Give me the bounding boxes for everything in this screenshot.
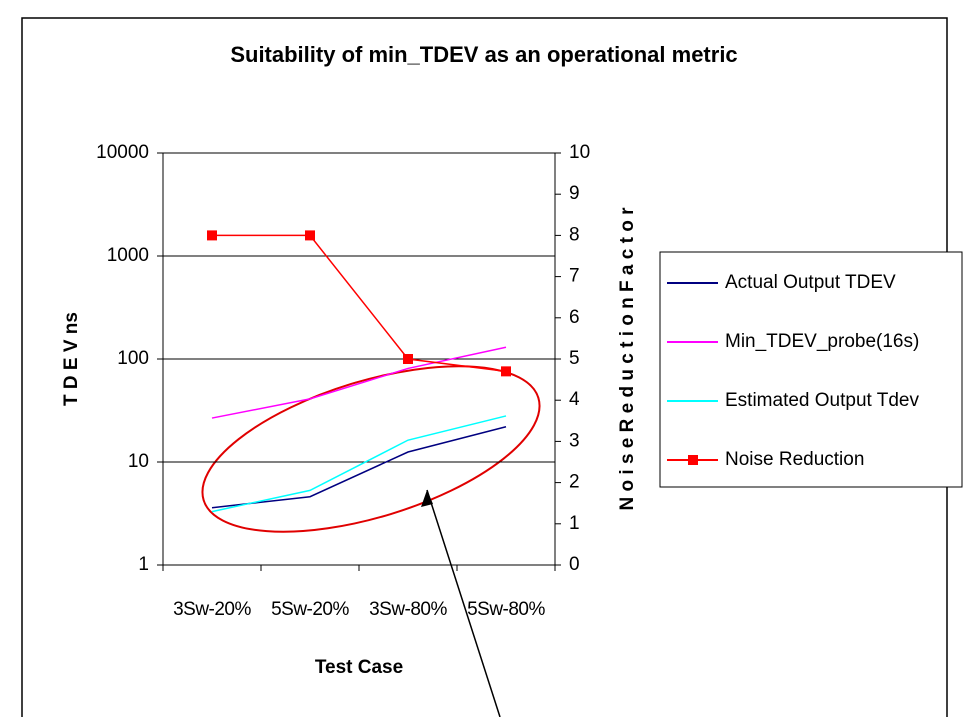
legend-label: Min_TDEV_probe(16s) — [725, 331, 919, 352]
marker — [305, 230, 315, 241]
y2-tick-label: 8 — [569, 224, 580, 245]
marker — [501, 366, 511, 377]
marker — [403, 354, 413, 364]
legend-marker — [688, 455, 698, 465]
y-axis-label: T D E V ns — [61, 312, 82, 406]
y2-tick-label: 5 — [569, 348, 580, 369]
y-tick-label: 1000 — [107, 245, 149, 266]
y2-tick-label: 2 — [569, 472, 580, 493]
marker — [207, 230, 217, 241]
x-tick-label: 3Sw-20% — [173, 599, 251, 620]
y2-tick-label: 6 — [569, 307, 580, 328]
x-axis-label: Test Case — [315, 657, 403, 678]
x-tick-label: 5Sw-80% — [467, 599, 545, 620]
chart-title: Suitability of min_TDEV as an operationa… — [230, 42, 737, 67]
legend-box — [659, 251, 963, 488]
y2-tick-label: 7 — [569, 266, 580, 287]
legend-label: Estimated Output Tdev — [725, 390, 919, 411]
y2-tick-label: 9 — [569, 183, 580, 204]
legend-label: Actual Output TDEV — [725, 272, 896, 293]
annotation-ellipse — [201, 365, 541, 533]
y2-tick-label: 10 — [569, 142, 590, 163]
x-tick-label: 3Sw-80% — [369, 599, 447, 620]
y-tick-label: 100 — [117, 348, 149, 369]
y-tick-label: 1 — [138, 554, 149, 575]
y2-tick-label: 0 — [569, 554, 580, 575]
legend-label: Noise Reduction — [725, 449, 864, 470]
y-tick-label: 10 — [128, 451, 149, 472]
x-tick-label: 5Sw-20% — [271, 599, 349, 620]
annotation-arrow — [426, 489, 501, 717]
arrow-head — [421, 490, 433, 507]
series-line — [211, 415, 507, 513]
series-line — [211, 346, 507, 419]
y2-tick-label: 1 — [569, 513, 580, 534]
y-tick-label: 10000 — [96, 142, 149, 163]
y2-tick-label: 4 — [569, 389, 580, 410]
y2-tick-label: 3 — [569, 430, 580, 451]
y2-axis-label: N o i s e R e d u c t i o n F a c t o r — [617, 207, 638, 511]
series-line — [212, 234, 507, 373]
series-line — [211, 426, 507, 509]
